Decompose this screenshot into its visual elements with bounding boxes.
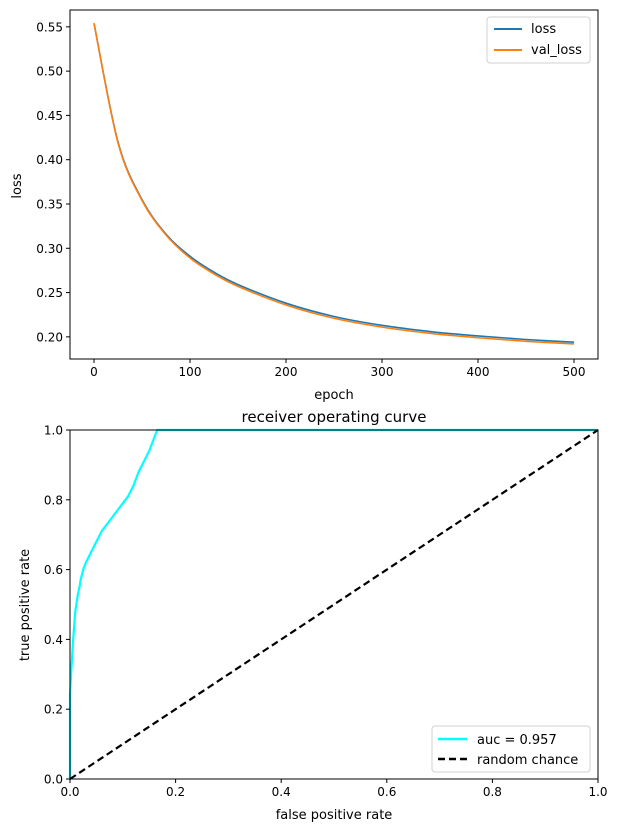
y-tick-label: 0.35	[36, 197, 63, 211]
y-tick-label: 0.40	[36, 153, 63, 167]
random-chance-legend-label: random chance	[477, 753, 578, 768]
auc-0-957-line	[68, 428, 598, 779]
x-tick-label: 0	[90, 365, 98, 379]
loss-axis-ticks: 0 100 200 300 400 500 0.20 0.25 0.30 0.35 0.40 0.45…	[36, 20, 585, 379]
x-tick-label: 200	[275, 365, 298, 379]
y-tick-label: 0.25	[36, 286, 63, 300]
loss-chart: 0 100 200 300 400 500 0.20 0.25 0.30 0.35 0.40 0.45…	[10, 9, 599, 403]
y-tick-label: 0.2	[44, 703, 63, 717]
y-tick-label: 0.30	[36, 242, 63, 256]
roc-legend: auc = 0.957 random chance	[431, 725, 591, 773]
x-tick-label: 500	[563, 365, 586, 379]
y-tick-label: 0.45	[36, 109, 63, 123]
x-tick-label: 400	[467, 365, 490, 379]
val-loss-line	[93, 23, 575, 345]
y-tick-label: 0.55	[36, 20, 63, 34]
y-tick-label: 0.4	[44, 633, 63, 647]
val-loss-legend-label: val_loss	[531, 43, 582, 58]
x-tick-label: 0.2	[166, 785, 185, 799]
loss-y-axis-label: loss	[10, 173, 25, 198]
y-tick-label: 0.8	[44, 493, 63, 507]
roc-y-axis-label: true positive rate	[18, 549, 33, 661]
y-tick-label: 1.0	[44, 424, 63, 438]
roc-chart: receiver operating curve 0.0 0.2 0.4 0.6 0.8…	[18, 408, 608, 823]
loss-series-lines	[93, 23, 575, 345]
y-tick-label: 0.0	[44, 773, 63, 787]
loss-x-axis-label: epoch	[314, 388, 354, 403]
y-tick-label: 0.6	[44, 563, 63, 577]
roc-legend-box	[431, 725, 591, 773]
loss-legend-label: loss	[531, 22, 556, 37]
y-tick-label: 0.50	[36, 65, 63, 79]
x-tick-label: 0.8	[483, 785, 502, 799]
roc-series-lines	[68, 428, 599, 780]
loss-legend: loss val_loss	[486, 16, 591, 64]
loss-plot-area	[69, 9, 599, 360]
x-tick-label: 0.6	[377, 785, 396, 799]
x-tick-label: 300	[371, 365, 394, 379]
x-tick-label: 1.0	[588, 785, 607, 799]
x-tick-label: 100	[179, 365, 202, 379]
roc-axis-ticks: 0.0 0.2 0.4 0.6 0.8 1.0 0.0 0.2 0.4 0.6 0.8 1.0	[44, 424, 608, 800]
roc-plot-frame	[69, 429, 599, 780]
roc-title: receiver operating curve	[242, 408, 427, 426]
auc-legend-label: auc = 0.957	[477, 733, 557, 748]
x-tick-label: 0.0	[60, 785, 79, 799]
random-chance-line	[69, 429, 599, 780]
y-tick-label: 0.20	[36, 330, 63, 344]
x-tick-label: 0.4	[272, 785, 291, 799]
roc-x-axis-label: false positive rate	[276, 808, 393, 823]
